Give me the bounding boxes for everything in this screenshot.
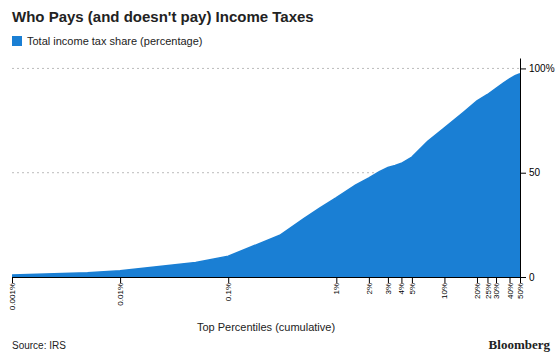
x-tick-label: 50% (516, 283, 525, 299)
line (12, 74, 520, 275)
x-tick: 0.01% (116, 277, 125, 306)
x-tick-mark (12, 277, 13, 283)
x-axis: 0.001%0.01%0.1%1%2%3%4%5%10%20%25%30%40%… (8, 277, 525, 310)
x-tick: 5% (408, 277, 417, 295)
x-tick-label: 3% (384, 283, 393, 295)
x-tick: 40% (506, 277, 515, 299)
x-tick: 50% (516, 277, 525, 299)
x-tick-mark (401, 277, 402, 283)
axis-domain (520, 59, 521, 278)
x-tick-label: 30% (492, 283, 501, 299)
x-tick-label: 4% (397, 283, 406, 295)
x-tick-label: 2% (365, 283, 374, 295)
x-tick-mark (228, 277, 229, 283)
x-tick: 0.001% (8, 277, 17, 310)
x-tick: 10% (440, 277, 449, 299)
y-tick-label: 0 (529, 272, 535, 283)
marks (12, 74, 520, 277)
x-tick-label: 40% (506, 283, 515, 299)
x-tick-mark (388, 277, 389, 283)
y-tick-mark (520, 173, 526, 174)
annotation: Source: IRS (12, 340, 66, 351)
x-tick: 20% (473, 277, 482, 299)
x-tick-mark (369, 277, 370, 283)
y-tick: 50 (520, 167, 541, 178)
y-tick-label: 100% (529, 63, 555, 74)
area (12, 74, 520, 277)
x-tick-mark (487, 277, 488, 283)
legend-item: Total income tax share (percentage) (12, 35, 202, 47)
y-tick-mark (520, 68, 526, 69)
legend: Total income tax share (percentage) (12, 35, 202, 47)
grid-line (12, 68, 520, 69)
y-axis: 0 50 100% (520, 59, 555, 283)
x-tick-label: 0.1% (224, 283, 233, 301)
x-tick-mark (510, 277, 511, 283)
y-tick-mark (520, 277, 526, 278)
legend-label: Total income tax share (percentage) (27, 35, 202, 47)
x-tick: 4% (397, 277, 406, 295)
x-tick: 3% (384, 277, 393, 295)
x-tick-mark (444, 277, 445, 283)
x-tick-mark (336, 277, 337, 283)
x-tick-label: 20% (473, 283, 482, 299)
x-tick-label: 0.01% (116, 283, 125, 306)
annotation: Bloomberg (489, 337, 551, 352)
x-tick-mark (412, 277, 413, 283)
x-tick: 30% (492, 277, 501, 299)
x-tick-mark (496, 277, 497, 283)
y-tick-label: 50 (529, 167, 541, 178)
grid (12, 68, 520, 277)
chart-svg: Who Pays (and doesn't pay) Income Taxes 0… (0, 0, 560, 357)
chart-title: Who Pays (and doesn't pay) Income Taxes (12, 8, 314, 25)
plot: 0.001%0.01%0.1%1%2%3%4%5%10%20%25%30%40%… (8, 59, 555, 311)
x-tick-label: 10% (440, 283, 449, 299)
x-tick-label: 0.001% (8, 283, 17, 310)
chart-container: Who Pays (and doesn't pay) Income Taxes 0… (0, 0, 560, 357)
x-tick-label: 5% (408, 283, 417, 295)
y-tick: 0 (520, 272, 535, 283)
x-tick-label: 1% (332, 283, 341, 295)
x-tick-mark (477, 277, 478, 283)
x-axis-label: Top Percentiles (cumulative) (197, 321, 335, 333)
y-tick: 100% (520, 63, 555, 74)
x-tick-mark (120, 277, 121, 283)
x-tick: 2% (365, 277, 374, 295)
x-tick: 0.1% (224, 277, 233, 301)
legend-swatch (12, 36, 22, 46)
axis-domain (13, 277, 521, 278)
x-tick: 1% (332, 277, 341, 295)
